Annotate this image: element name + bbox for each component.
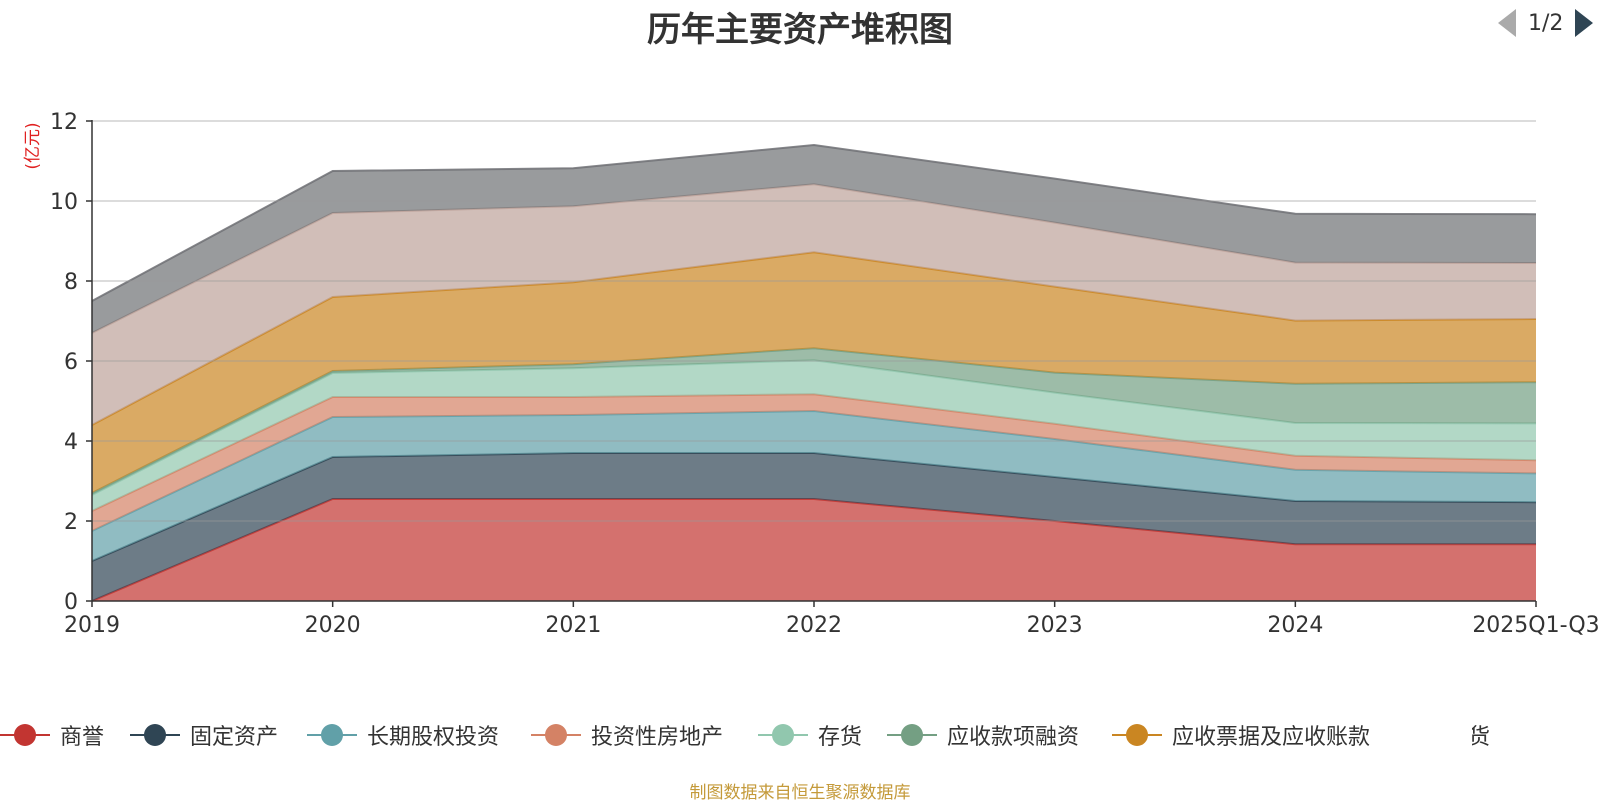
legend-item[interactable]: 长期股权投资 bbox=[307, 712, 499, 758]
y-tick-label: 8 bbox=[64, 270, 78, 295]
legend-item[interactable]: 固定资产 bbox=[130, 712, 278, 758]
area-series-8 bbox=[92, 184, 1536, 425]
legend-label: 长期股权投资 bbox=[367, 725, 500, 750]
y-tick-label: 0 bbox=[64, 590, 78, 615]
legend-item[interactable]: 存货 bbox=[758, 712, 862, 758]
y-tick-label: 12 bbox=[50, 110, 78, 135]
y-axis-label: (亿元) bbox=[23, 122, 43, 169]
x-tick-label: 2021 bbox=[545, 613, 601, 638]
data-source-note: 制图数据来自恒生聚源数据库 bbox=[689, 783, 911, 803]
legend-label: 存货 bbox=[818, 725, 863, 750]
legend-swatch-icon bbox=[758, 723, 808, 747]
legend-next-page-button[interactable] bbox=[1575, 9, 1594, 37]
legend-swatch-icon bbox=[531, 723, 581, 747]
y-tick-label: 2 bbox=[64, 510, 78, 535]
x-tick-label: 2019 bbox=[64, 613, 120, 638]
x-tick-label: 2023 bbox=[1027, 613, 1083, 638]
legend-swatch-icon bbox=[887, 723, 937, 747]
area-series-1 bbox=[92, 499, 1536, 601]
legend-item[interactable]: 应收款项融资 bbox=[887, 712, 1079, 758]
series-line-9 bbox=[91, 143, 1537, 302]
legend-swatch-icon bbox=[307, 723, 357, 747]
legend-label: 应收款项融资 bbox=[947, 725, 1080, 750]
area-series-7 bbox=[92, 252, 1536, 493]
legend-item[interactable]: 商誉 bbox=[0, 712, 104, 758]
legend-swatch-icon bbox=[0, 723, 50, 747]
legend-label: 投资性房地产 bbox=[591, 725, 724, 750]
y-tick-label: 4 bbox=[64, 430, 78, 455]
legend-prev-page-button[interactable] bbox=[1498, 9, 1516, 37]
chart-title: 历年主要资产堆积图 bbox=[647, 10, 953, 50]
area-series-5 bbox=[92, 360, 1536, 511]
chart-area: 0 2 4 6 8 10 12 2019 2020 2021 2022 2023 2024 2025Q1-… bbox=[23, 110, 1600, 638]
x-tick-label: 2022 bbox=[786, 613, 842, 638]
x-tick-label: 2020 bbox=[305, 613, 361, 638]
legend-overflow-mask bbox=[1390, 712, 1472, 758]
legend-swatch-icon bbox=[130, 723, 180, 747]
y-tick-label: 6 bbox=[64, 350, 78, 375]
legend-item[interactable]: 应收票据及应收账款 bbox=[1112, 712, 1370, 758]
legend-label: 固定资产 bbox=[190, 725, 279, 750]
legend-item[interactable]: 投资性房地产 bbox=[531, 712, 723, 758]
area-series-6 bbox=[92, 348, 1536, 495]
legend-swatch-icon bbox=[1112, 723, 1162, 747]
legend-page-indicator: 1/2 bbox=[1528, 10, 1564, 36]
legend-label: 货 bbox=[1468, 725, 1491, 750]
legend-label: 商誉 bbox=[60, 725, 105, 750]
x-tick-label: 2024 bbox=[1267, 613, 1323, 638]
legend-label: 应收票据及应收账款 bbox=[1172, 725, 1371, 750]
y-tick-label: 10 bbox=[50, 190, 78, 215]
area-series-3 bbox=[92, 411, 1536, 561]
area-series-4 bbox=[92, 394, 1536, 531]
x-tick-label: 2025Q1-Q3 bbox=[1472, 613, 1599, 638]
area-series-9 bbox=[92, 145, 1536, 333]
legend: 商誉 固定资产 长期股权投资 投资性房地产 存货 应收款项融资 应收票据及应收账款 货 bbox=[0, 712, 1600, 758]
legend-pager: 1/2 bbox=[1498, 0, 1594, 46]
